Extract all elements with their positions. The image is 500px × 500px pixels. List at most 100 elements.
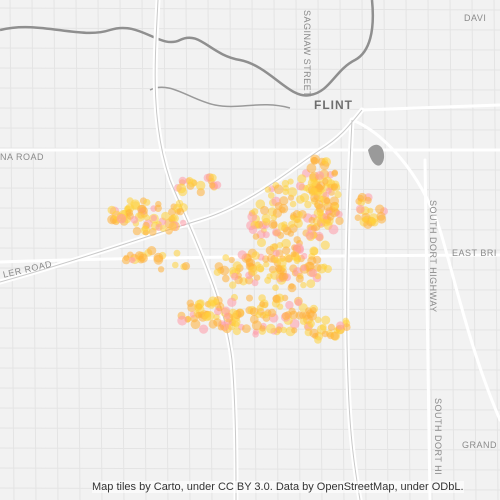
density-point bbox=[272, 294, 281, 303]
density-point bbox=[169, 214, 177, 223]
density-point bbox=[186, 299, 194, 307]
density-point bbox=[132, 226, 142, 236]
density-point bbox=[229, 281, 237, 289]
density-point bbox=[376, 211, 386, 221]
density-point bbox=[155, 200, 162, 208]
density-point bbox=[335, 216, 344, 226]
density-point bbox=[288, 220, 295, 228]
density-point bbox=[222, 274, 230, 283]
density-point bbox=[181, 262, 191, 271]
density-point bbox=[280, 326, 287, 334]
density-point bbox=[329, 196, 339, 206]
density-point bbox=[125, 209, 134, 217]
density-point bbox=[314, 336, 322, 344]
density-point bbox=[208, 296, 218, 306]
density-point bbox=[308, 268, 318, 278]
density-point bbox=[252, 233, 260, 240]
density-point bbox=[305, 231, 315, 240]
density-point bbox=[227, 297, 237, 307]
density-point bbox=[326, 212, 335, 221]
density-point bbox=[324, 265, 332, 273]
density-point bbox=[323, 197, 331, 205]
density-point bbox=[199, 324, 209, 334]
density-point bbox=[196, 299, 205, 308]
density-point bbox=[147, 246, 157, 256]
density-point bbox=[282, 246, 291, 255]
density-point bbox=[196, 180, 206, 191]
map-attribution: Map tiles by Carto, under CC BY 3.0. Dat… bbox=[92, 481, 464, 493]
density-point bbox=[279, 206, 286, 213]
street-label-south-dort-1: SOUTH DORT HIGHWAY bbox=[428, 200, 438, 313]
density-point bbox=[281, 238, 291, 249]
density-point bbox=[150, 214, 157, 222]
density-point bbox=[242, 324, 251, 333]
density-point bbox=[279, 196, 289, 206]
density-point bbox=[259, 301, 266, 308]
density-point bbox=[157, 266, 165, 273]
density-point bbox=[278, 272, 288, 282]
density-point bbox=[289, 200, 297, 208]
density-point bbox=[309, 187, 318, 196]
density-point bbox=[143, 198, 151, 206]
density-point bbox=[153, 254, 164, 265]
density-point bbox=[312, 216, 322, 226]
density-point bbox=[195, 311, 202, 319]
density-point bbox=[173, 249, 181, 257]
density-point bbox=[315, 171, 325, 180]
density-point bbox=[245, 258, 256, 268]
density-point bbox=[290, 251, 297, 258]
density-point bbox=[208, 173, 217, 182]
density-point bbox=[304, 200, 312, 209]
density-point bbox=[281, 312, 290, 320]
street-label-saginaw: SAGINAW STREET bbox=[302, 10, 312, 98]
density-point bbox=[364, 196, 372, 204]
density-point bbox=[264, 186, 272, 193]
density-point bbox=[270, 221, 278, 229]
density-point bbox=[288, 307, 296, 315]
street-label-davi: DAVI bbox=[464, 13, 487, 23]
density-point bbox=[270, 214, 278, 221]
density-point bbox=[288, 283, 295, 290]
density-point bbox=[263, 261, 270, 268]
density-point bbox=[246, 294, 253, 302]
density-point bbox=[222, 254, 230, 262]
density-point bbox=[282, 185, 289, 192]
density-point bbox=[276, 242, 284, 249]
density-point bbox=[310, 224, 318, 232]
density-point bbox=[223, 312, 231, 320]
density-point bbox=[285, 300, 294, 310]
density-point bbox=[309, 246, 319, 256]
density-point bbox=[273, 184, 284, 195]
density-point bbox=[161, 211, 170, 221]
density-point bbox=[300, 281, 307, 289]
density-point bbox=[295, 274, 304, 283]
density-point bbox=[295, 311, 304, 320]
density-point bbox=[262, 231, 270, 239]
density-point bbox=[313, 264, 322, 272]
density-point bbox=[354, 214, 362, 221]
density-point bbox=[306, 163, 317, 174]
density-point bbox=[248, 225, 258, 234]
density-point bbox=[251, 279, 259, 287]
density-point bbox=[275, 264, 283, 272]
density-point bbox=[202, 312, 212, 322]
density-point bbox=[342, 317, 350, 325]
density-point bbox=[251, 251, 260, 260]
density-point bbox=[296, 211, 303, 218]
street-label-east-bri: EAST BRI bbox=[452, 248, 497, 258]
density-point bbox=[178, 176, 187, 185]
density-point bbox=[293, 257, 301, 265]
density-point bbox=[305, 261, 315, 271]
density-point bbox=[168, 222, 177, 231]
density-point bbox=[330, 331, 340, 341]
density-point bbox=[321, 218, 331, 227]
density-point bbox=[213, 268, 222, 276]
density-point bbox=[196, 188, 205, 197]
density-point bbox=[130, 216, 139, 224]
density-point bbox=[129, 257, 136, 264]
river bbox=[0, 0, 375, 97]
density-point bbox=[254, 261, 261, 269]
density-point bbox=[307, 320, 315, 328]
